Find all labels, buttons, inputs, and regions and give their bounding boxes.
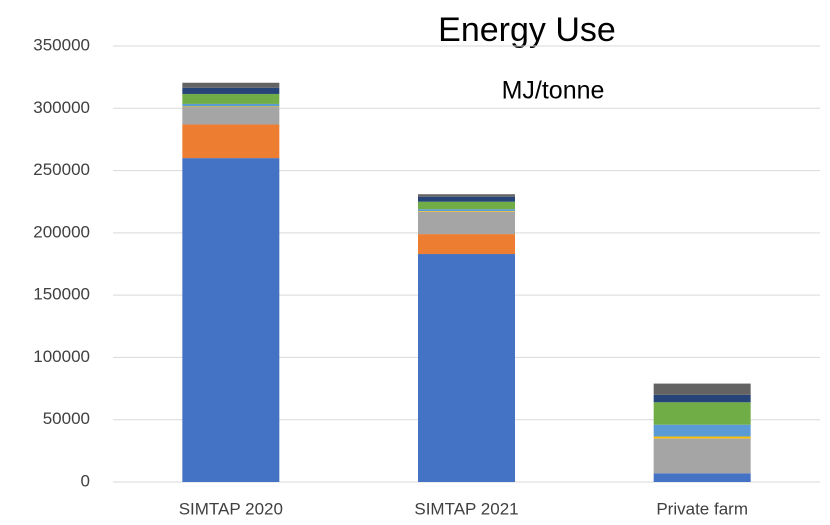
bar-segment [182, 124, 280, 159]
y-tick-label: 100000 [33, 347, 90, 366]
y-tick-label: 50000 [43, 409, 90, 428]
bar-segment [653, 438, 751, 474]
bar-segment [182, 158, 280, 482]
y-tick-label: 250000 [33, 160, 90, 179]
x-tick-label: SIMTAP 2021 [414, 499, 518, 518]
bar-segment [418, 254, 515, 482]
bar-segment [418, 194, 515, 197]
bar-segment [653, 402, 751, 425]
bar-segment [653, 394, 751, 403]
y-tick-label: 350000 [33, 35, 90, 54]
bar-segment [418, 211, 515, 235]
bar-segment [182, 93, 280, 104]
bar-segment [418, 211, 515, 212]
bar-segment [182, 82, 280, 88]
bar-segment [653, 436, 751, 439]
bar-segment [418, 209, 515, 212]
bar-segment [182, 107, 280, 125]
y-tick-label: 150000 [33, 285, 90, 304]
chart-subtitle: MJ/tonne [502, 77, 605, 105]
bar-segment [182, 106, 280, 108]
bar-segment [653, 473, 751, 482]
bar-segment [418, 196, 515, 202]
bar-segment [182, 103, 280, 107]
y-tick-label: 300000 [33, 98, 90, 117]
bar-segment [182, 87, 280, 94]
x-tick-label: SIMTAP 2020 [179, 499, 283, 518]
y-tick-label: 200000 [33, 222, 90, 241]
bars: 0 50000 100000 150000 200000 250000 300000 3500… [33, 35, 820, 518]
x-tick-label: Private farm [656, 499, 748, 518]
bar-segment [418, 234, 515, 255]
y-tick-label: 0 [81, 471, 90, 490]
bar-segment [653, 424, 751, 437]
bar-segment [418, 201, 515, 210]
chart-title: Energy Use [438, 11, 616, 49]
bar-segment [653, 383, 751, 395]
